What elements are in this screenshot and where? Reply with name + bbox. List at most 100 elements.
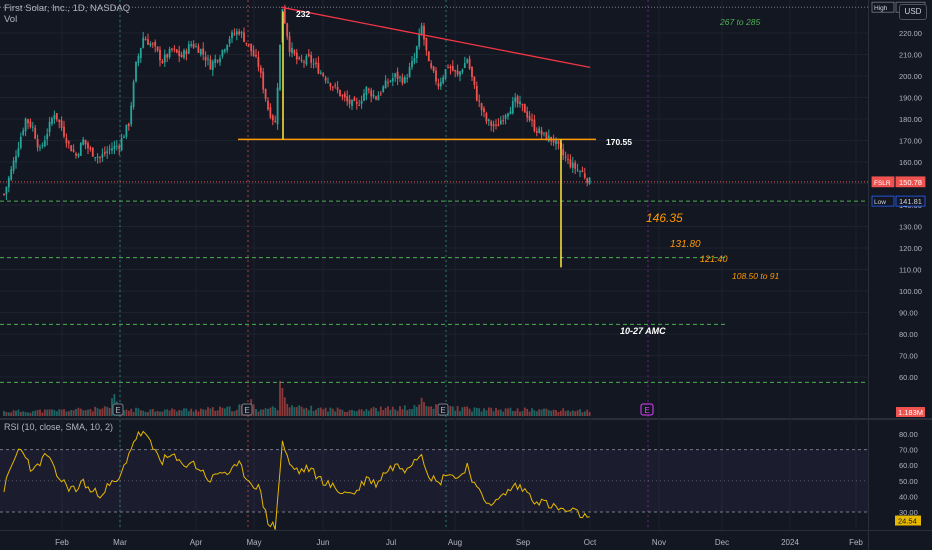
candle-body <box>497 124 500 127</box>
candle-body <box>144 38 147 41</box>
volume-bar <box>197 411 200 416</box>
volume-bar <box>123 410 125 416</box>
candle-body <box>154 41 157 47</box>
volume-bar <box>351 409 353 416</box>
volume-bar <box>430 406 433 416</box>
candle-body <box>391 78 394 82</box>
price-tag-value: 150.78 <box>899 178 922 187</box>
volume-bar <box>588 411 591 416</box>
candle-body <box>279 44 281 90</box>
volume-bar <box>31 411 34 416</box>
price-axis[interactable]: 60.00 70.00 80.00 90.00 100.00 110.00 120.00 13… <box>871 1 926 417</box>
volume-bar <box>538 409 541 416</box>
upcoming-earnings-label: E <box>644 406 649 415</box>
symbol-title[interactable]: First Solar, Inc., 1D, NASDAQ <box>4 3 131 14</box>
volume-bar <box>363 411 365 416</box>
volume-bar <box>303 408 305 416</box>
price-tick-label: 90.00 <box>899 309 918 318</box>
price-tag-label: FSLR <box>874 180 891 187</box>
price-tag-label: Low <box>874 199 886 206</box>
currency-button[interactable]: USD <box>899 4 927 20</box>
volume-bar <box>127 410 130 416</box>
time-axis[interactable]: Feb Mar Apr May Jun Jul Aug Sep Oct Nov Dec 2024 Feb <box>55 538 863 547</box>
candle-body <box>235 31 238 35</box>
volume-bar <box>235 409 238 416</box>
rsi-legend[interactable]: RSI (10, close, SMA, 10, 2) <box>4 422 114 432</box>
volume-bar <box>139 410 142 416</box>
candle-body <box>223 49 226 52</box>
volume-bar <box>130 408 133 416</box>
volume-bar <box>125 409 128 416</box>
volume-bar <box>163 409 166 416</box>
time-tick-label: Feb <box>849 538 863 547</box>
volume-bar <box>271 406 274 416</box>
volume-bar <box>372 406 375 416</box>
candle-body <box>283 8 286 24</box>
volume-bar <box>96 408 99 416</box>
candle-body <box>5 186 8 195</box>
volume-bar <box>348 410 351 416</box>
candle-body <box>36 138 39 148</box>
volume-bar <box>382 410 385 416</box>
candle-body <box>197 46 200 53</box>
volume-bar <box>550 410 553 416</box>
candle-body <box>276 87 279 125</box>
volume-bar <box>168 410 171 416</box>
candle-body <box>358 104 361 106</box>
volume-bar <box>55 411 58 416</box>
candle-body <box>96 156 99 158</box>
candle-body <box>375 96 377 100</box>
rsi-tick-label: 50.00 <box>899 477 918 486</box>
candle-body <box>310 55 313 63</box>
volume-bar <box>291 405 293 416</box>
candle-body <box>562 149 565 156</box>
candle-body <box>305 56 308 65</box>
volume-bar <box>526 408 529 416</box>
volume-bar <box>173 409 176 416</box>
candle-body <box>401 77 404 84</box>
volume-bar <box>185 408 188 416</box>
volume-bar <box>435 404 437 416</box>
candle-body <box>377 95 380 101</box>
candle-body <box>271 115 274 121</box>
volume-bar <box>341 409 344 416</box>
volume-bar <box>334 411 337 416</box>
volume-bar <box>183 408 185 416</box>
candle-body <box>413 58 416 63</box>
candle-body <box>79 143 82 156</box>
candle-body <box>84 139 87 145</box>
candle-body <box>22 130 25 135</box>
candle-body <box>382 86 385 92</box>
candle-body <box>418 33 421 47</box>
volume-bar <box>46 409 49 416</box>
volume-bar <box>257 411 260 416</box>
volume-bar <box>48 409 51 416</box>
chart-annotation: 170.55 <box>606 137 632 147</box>
volume-bar <box>195 409 197 416</box>
volume-bar <box>547 410 550 416</box>
volume-bar <box>581 412 584 416</box>
volume-bar <box>509 407 512 416</box>
candle-body <box>588 177 591 184</box>
volume-bar <box>219 406 221 416</box>
volume-bar <box>221 407 224 416</box>
candle-body <box>490 121 493 126</box>
candle-body <box>427 51 430 62</box>
chart-annotation: 131.80 <box>670 239 701 250</box>
volume-bar <box>377 411 380 416</box>
candle-body <box>257 56 260 67</box>
candle-body <box>360 100 363 104</box>
chart-annotation: 146.35 <box>646 211 683 225</box>
candle-body <box>293 50 296 54</box>
candle-body <box>135 61 137 82</box>
candle-body <box>65 138 68 144</box>
volume-legend-label[interactable]: Vol <box>4 14 18 25</box>
candle-body <box>432 66 435 72</box>
candle-body <box>322 73 325 77</box>
volume-bar <box>468 408 471 416</box>
candle-body <box>173 48 176 50</box>
volume-bar <box>499 409 502 416</box>
volume-bar <box>91 411 94 416</box>
